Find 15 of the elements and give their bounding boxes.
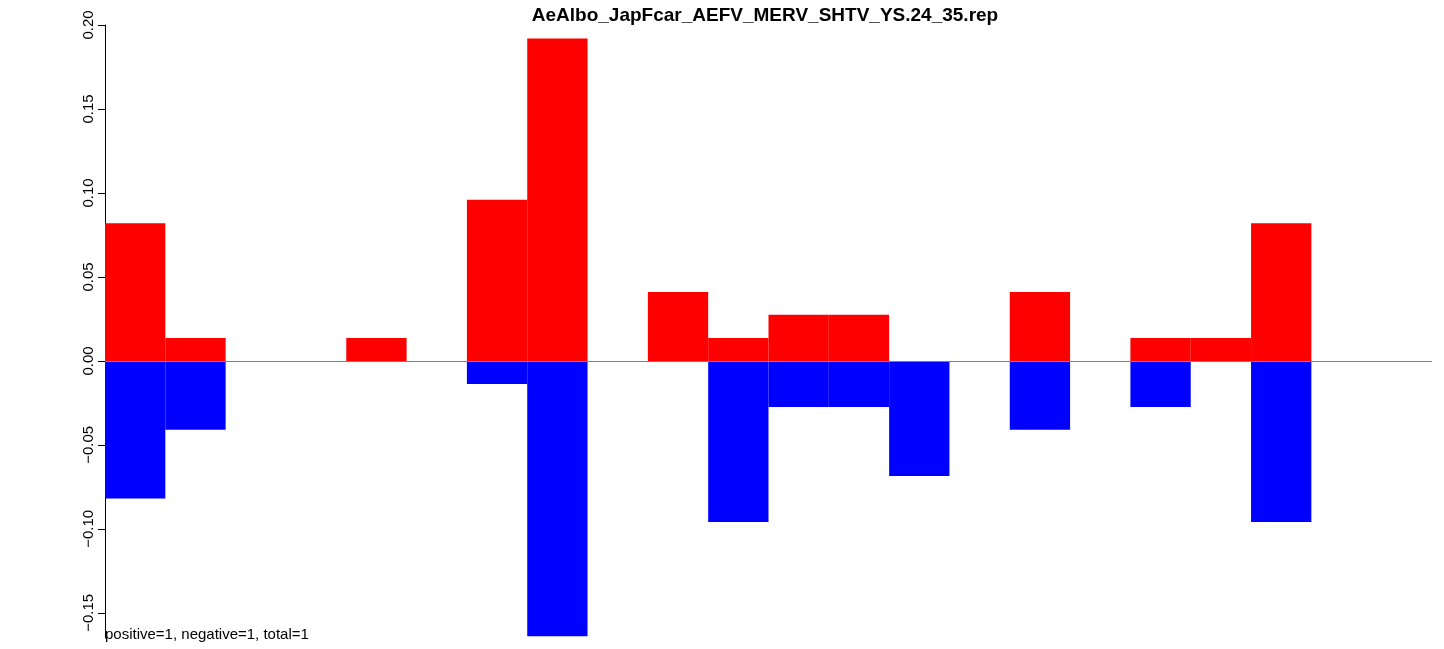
y-tick-label: −0.05 bbox=[79, 425, 96, 464]
bar bbox=[1251, 360, 1312, 523]
y-tick-label: 0.10 bbox=[79, 178, 96, 208]
bar bbox=[1009, 360, 1071, 430]
bar bbox=[1130, 360, 1191, 407]
y-tick-label: 0.00 bbox=[79, 346, 96, 376]
y-tick-label: 0.05 bbox=[79, 262, 96, 292]
y-tick-label: 0.20 bbox=[79, 10, 96, 40]
y-tick-label: −0.15 bbox=[79, 593, 96, 632]
chart-title: AeAlbo_JapFcar_AEFV_MERV_SHTV_YS.24_35.rep bbox=[531, 4, 999, 25]
y-tick-label: −0.10 bbox=[79, 509, 96, 548]
bar bbox=[1009, 292, 1071, 361]
annotation: positive=1, negative=1, total=1 bbox=[105, 625, 309, 642]
y-tick-label: 0.15 bbox=[79, 94, 96, 124]
bar bbox=[346, 337, 407, 361]
